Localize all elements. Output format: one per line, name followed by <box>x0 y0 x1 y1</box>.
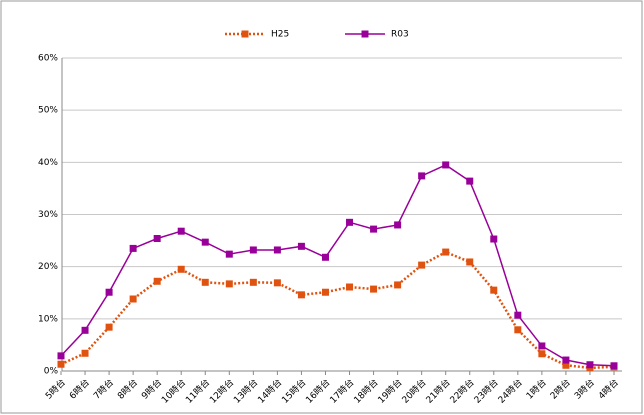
y-tick-label: 0% <box>44 367 59 377</box>
series-marker <box>514 326 522 334</box>
legend-label: H25 <box>271 30 289 40</box>
legend-marker <box>241 30 249 38</box>
y-tick-label: 30% <box>38 210 58 220</box>
series-line <box>60 164 615 367</box>
series-marker <box>321 253 329 261</box>
series-marker <box>418 261 426 269</box>
series-marker <box>466 258 474 266</box>
series-marker <box>442 248 450 256</box>
series-marker <box>177 265 185 273</box>
series-marker <box>394 281 402 289</box>
series-marker <box>418 172 426 180</box>
series-marker <box>370 285 378 293</box>
series-marker <box>81 349 89 357</box>
series-marker <box>394 221 402 229</box>
series-marker <box>346 283 354 291</box>
series-marker <box>201 278 209 286</box>
series-marker <box>249 246 257 254</box>
series-marker <box>273 279 281 287</box>
series-marker <box>370 225 378 233</box>
series-marker <box>538 350 546 358</box>
series-marker <box>442 161 450 169</box>
series-marker <box>586 361 594 369</box>
series-marker <box>346 218 354 226</box>
series-marker <box>610 362 618 370</box>
series-marker <box>514 311 522 319</box>
series-marker <box>562 361 570 369</box>
series-marker <box>129 295 137 303</box>
series-marker <box>81 326 89 334</box>
series-marker <box>225 280 233 288</box>
series-marker <box>297 242 305 250</box>
series-marker <box>562 356 570 364</box>
series-marker <box>297 291 305 299</box>
series-line <box>60 250 615 370</box>
legend-label: R03 <box>391 30 409 40</box>
series-marker <box>490 235 498 243</box>
y-tick-label: 20% <box>38 262 58 272</box>
series-marker <box>105 288 113 296</box>
series-marker <box>153 234 161 242</box>
series-marker <box>249 278 257 286</box>
series-marker <box>538 342 546 350</box>
series-marker <box>321 288 329 296</box>
series-marker <box>105 323 113 331</box>
y-tick-label: 40% <box>38 158 58 168</box>
y-tick-label: 60% <box>38 54 58 64</box>
series-marker <box>153 277 161 285</box>
series-marker <box>490 286 498 294</box>
y-tick-label: 50% <box>38 106 58 116</box>
series-marker <box>57 360 65 368</box>
series-marker <box>177 227 185 235</box>
series-marker <box>466 177 474 185</box>
legend-marker <box>361 30 369 38</box>
series-marker <box>57 352 65 360</box>
series-marker <box>225 250 233 258</box>
series-marker <box>201 238 209 246</box>
series-marker <box>273 246 281 254</box>
series-marker <box>129 244 137 252</box>
y-tick-label: 10% <box>38 314 58 324</box>
